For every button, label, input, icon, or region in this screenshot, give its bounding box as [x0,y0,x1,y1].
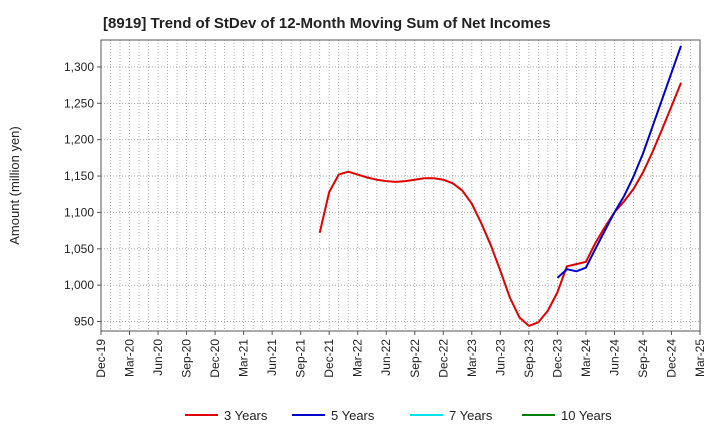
x-tick-label: Mar-20 [123,339,137,377]
x-tick-label: Jun-24 [607,339,621,376]
x-tick-label: Dec-20 [208,339,222,378]
series-lines [318,45,682,327]
y-tick-label: 1,050 [64,242,94,256]
chart-title: [8919] Trend of StDev of 12-Month Moving… [103,15,551,32]
x-tick-label: Mar-23 [465,339,479,377]
y-axis-title: Amount (million yen) [7,126,22,245]
y-tick-label: 1,250 [64,96,94,110]
y-axis: 950 1,000 1,050 1,100 1,150 1,200 1,250 1,300 [64,60,101,329]
legend-label-10-years: 10 Years [561,408,612,423]
legend-label-3-years: 3 Years [224,408,268,423]
x-tick-label: Dec-21 [322,339,336,378]
x-tick-label: Jun-21 [265,339,279,376]
x-tick-label: Mar-21 [237,339,251,377]
x-tick-label: Sep-20 [180,339,194,378]
y-tick-label: 1,000 [64,278,94,292]
x-tick-label: Mar-24 [579,339,593,377]
x-tick-label: Sep-22 [408,339,422,378]
plot-frame [100,39,701,332]
x-tick-label: Dec-24 [664,339,678,378]
x-tick-label: Jun-22 [379,339,393,376]
grid [100,40,701,331]
x-tick-label: Mar-25 [693,339,707,377]
x-tick-label: Dec-19 [94,339,108,378]
x-tick-label: Sep-21 [294,339,308,378]
y-tick-label: 1,100 [64,205,94,219]
x-tick-label: Dec-22 [436,339,450,378]
legend: 3 Years 5 Years 7 Years 10 Years [185,408,612,423]
x-tick-label: Dec-23 [550,339,564,378]
x-axis: Dec-19 Mar-20 Jun-20 Sep-20 Dec-20 Mar-21 Jun-… [94,331,707,378]
y-tick-label: 1,200 [64,133,94,147]
series-line-5-years [556,45,682,279]
x-tick-label: Jun-23 [493,339,507,376]
y-tick-label: 1,300 [64,60,94,74]
legend-label-7-years: 7 Years [449,408,493,423]
y-tick-label: 1,150 [64,169,94,183]
legend-label-5-years: 5 Years [331,408,375,423]
y-tick-label: 950 [74,315,94,329]
series-line-3-years [318,82,682,327]
x-tick-label: Mar-22 [351,339,365,377]
x-tick-label: Jun-20 [151,339,165,376]
x-tick-label: Sep-24 [636,339,650,378]
x-tick-label: Sep-23 [522,339,536,378]
